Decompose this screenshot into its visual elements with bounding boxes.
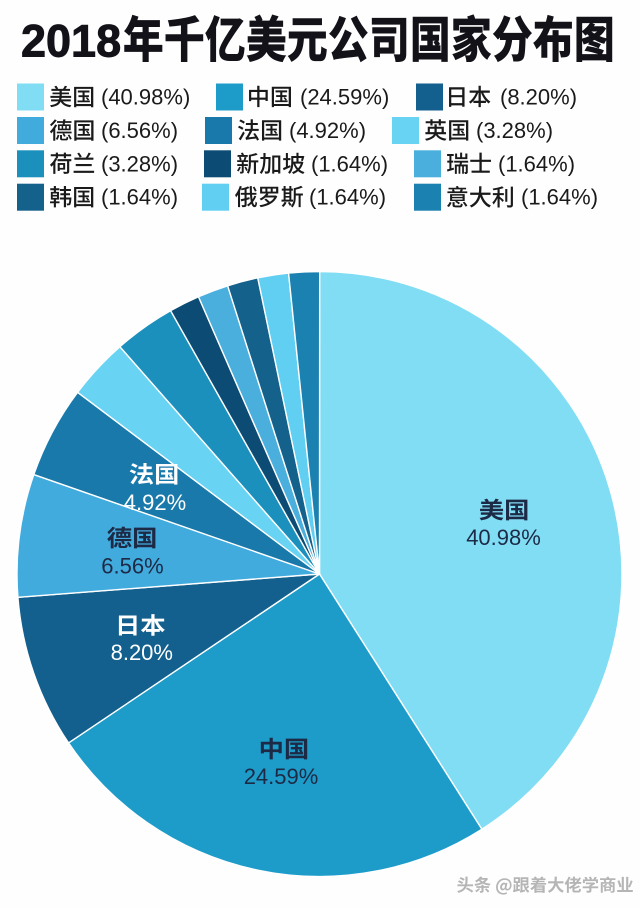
svg-text:(1.64%): (1.64%) bbox=[309, 185, 386, 210]
svg-text:2018: 2018 bbox=[21, 16, 121, 67]
svg-text:(24.59%): (24.59%) bbox=[300, 85, 389, 110]
svg-text:(1.64%): (1.64%) bbox=[101, 185, 178, 210]
svg-text:(4.92%): (4.92%) bbox=[289, 118, 366, 143]
svg-text:(8.20%): (8.20%) bbox=[500, 85, 577, 110]
svg-text:(40.98%): (40.98%) bbox=[101, 85, 190, 110]
svg-text:8.20%: 8.20% bbox=[111, 640, 173, 665]
svg-text:(6.56%): (6.56%) bbox=[101, 118, 178, 143]
svg-text:(1.64%): (1.64%) bbox=[311, 151, 388, 176]
svg-text:24.59%: 24.59% bbox=[244, 764, 319, 789]
svg-text:(1.64%): (1.64%) bbox=[498, 151, 575, 176]
svg-text:(3.28%): (3.28%) bbox=[476, 118, 553, 143]
svg-text:6.56%: 6.56% bbox=[101, 553, 163, 578]
svg-text:(1.64%): (1.64%) bbox=[521, 185, 598, 210]
svg-text:(3.28%): (3.28%) bbox=[101, 151, 178, 176]
svg-text:4.92%: 4.92% bbox=[124, 490, 186, 515]
svg-text:40.98%: 40.98% bbox=[466, 525, 541, 550]
